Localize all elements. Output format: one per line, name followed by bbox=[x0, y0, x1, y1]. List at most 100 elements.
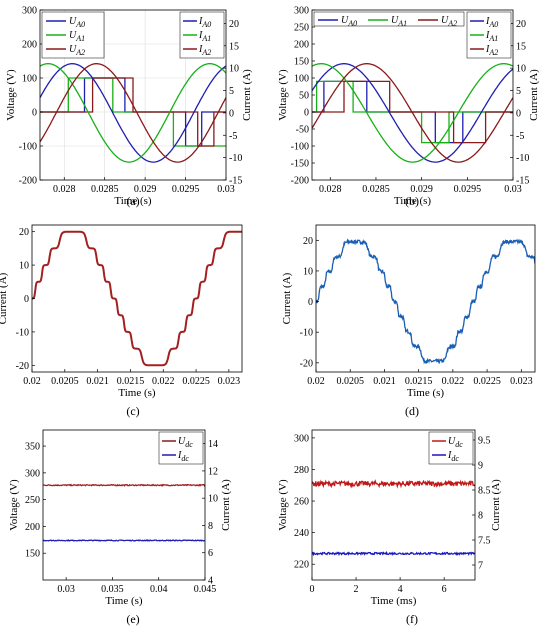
x-tick-label: 0.02 bbox=[307, 376, 325, 387]
y-tick-label: -200 bbox=[19, 176, 37, 187]
series-group bbox=[32, 230, 242, 367]
x-tick-label: 0.0225 bbox=[182, 376, 210, 387]
y-tick-label: 0 bbox=[308, 297, 313, 308]
series-line-I_A2-a bbox=[40, 63, 226, 163]
y-tick-label: -10 bbox=[300, 328, 313, 339]
x-tick-label: 0.022 bbox=[152, 376, 175, 387]
y2-tick-label: 10 bbox=[229, 64, 239, 75]
y-tick-label: 240 bbox=[294, 528, 309, 539]
plot-frame bbox=[31, 224, 243, 373]
series-group bbox=[316, 238, 535, 365]
series-group bbox=[312, 63, 513, 163]
plot-frame bbox=[42, 429, 206, 581]
x-axis-label: Time (s) bbox=[118, 387, 156, 399]
x-tick-label: 0.02 bbox=[23, 376, 41, 387]
series-line-I_A0-b bbox=[312, 63, 513, 163]
x-tick-label: 0.0285 bbox=[91, 184, 119, 195]
x-tick-label: 0.03 bbox=[57, 584, 75, 595]
y2-tick-label: 8.5 bbox=[478, 486, 491, 497]
y-tick-label: 250 bbox=[25, 495, 40, 506]
y2-tick-label: 20 bbox=[516, 19, 526, 30]
y-tick-label: -50 bbox=[296, 125, 309, 136]
y2-tick-label: 7 bbox=[478, 561, 483, 572]
legend-label: Idc bbox=[447, 450, 459, 463]
series-line-I_A2-b bbox=[312, 63, 513, 163]
chart-a: 0.028 0.0285 0.029 0.0295 0.03-200-100010020… bbox=[5, 6, 253, 209]
x-tick-label: 0.029 bbox=[134, 184, 157, 195]
legend-label: IA1 bbox=[198, 30, 211, 43]
series-line-I_A1-b bbox=[312, 63, 513, 163]
legend-label: Idc bbox=[177, 450, 189, 463]
legend-label: IA2 bbox=[198, 44, 211, 57]
y-tick-label: 200 bbox=[25, 522, 40, 533]
y2-tick-label: 8 bbox=[478, 511, 483, 522]
panel-caption: (b) bbox=[405, 194, 419, 208]
y-tick-label: 280 bbox=[294, 465, 309, 476]
y-tick-label: 0 bbox=[32, 108, 37, 119]
y-tick-label: 350 bbox=[25, 442, 40, 453]
y2-tick-label: 14 bbox=[208, 439, 218, 450]
legend-label: Udc bbox=[178, 436, 193, 449]
y-axis-label: Voltage (V) bbox=[277, 69, 289, 121]
y-tick-label: -150 bbox=[291, 159, 309, 170]
chart-d: 0.02 0.0205 0.021 0.0215 0.022 0.0225 0.023 -20… bbox=[281, 224, 536, 418]
y2-tick-label: -10 bbox=[516, 153, 529, 164]
legend-label: IA0 bbox=[198, 16, 211, 29]
legend-label: UA2 bbox=[441, 15, 457, 28]
legend-label: UA0 bbox=[69, 16, 85, 29]
y2-tick-label: 10 bbox=[208, 494, 218, 505]
series-line-I_A0-a bbox=[40, 63, 226, 163]
legend-label: IA1 bbox=[485, 30, 498, 43]
y2-axis-label: Current (A) bbox=[241, 69, 253, 121]
y-tick-label: 100 bbox=[22, 74, 37, 85]
y-tick-label: 0 bbox=[24, 294, 29, 305]
x-tick-label: 4 bbox=[398, 584, 403, 595]
y2-tick-label: 8 bbox=[208, 521, 213, 532]
x-axis-label: Time (s) bbox=[105, 595, 143, 607]
y-tick-label: 300 bbox=[294, 433, 309, 444]
y-tick-label: -200 bbox=[291, 176, 309, 187]
series-group bbox=[43, 483, 205, 542]
x-tick-label: 0.023 bbox=[218, 376, 241, 387]
chart-c: 0.02 0.0205 0.021 0.0215 0.022 0.0225 0.023 -20… bbox=[0, 224, 243, 418]
panel-caption: (f) bbox=[406, 612, 418, 626]
y-tick-label: 300 bbox=[294, 6, 309, 17]
x-axis-label: Time (s) bbox=[114, 195, 152, 207]
y2-tick-label: 6 bbox=[208, 548, 213, 559]
y-tick-label: 100 bbox=[294, 74, 309, 85]
y-tick-label: 200 bbox=[294, 40, 309, 51]
x-tick-label: 0 bbox=[310, 584, 315, 595]
y-axis-label: Voltage (V) bbox=[8, 479, 20, 531]
y2-tick-label: -5 bbox=[516, 131, 524, 142]
y2-tick-label: 7.5 bbox=[478, 536, 491, 547]
series-line-U_A2-a bbox=[40, 77, 226, 147]
y-tick-label: -100 bbox=[19, 142, 37, 153]
x-axis-label: Time (s) bbox=[407, 387, 445, 399]
y-tick-label: -10 bbox=[16, 327, 29, 338]
y-axis-label: Voltage (V) bbox=[5, 69, 17, 121]
x-tick-label: 0.045 bbox=[194, 584, 217, 595]
series-line-U_A2-b bbox=[312, 80, 513, 144]
y2-tick-label: 10 bbox=[516, 64, 526, 75]
x-tick-label: 6 bbox=[442, 584, 447, 595]
x-tick-label: 2 bbox=[354, 584, 359, 595]
legend-label: UA1 bbox=[69, 30, 85, 43]
y2-tick-label: 9.5 bbox=[478, 436, 491, 447]
y2-tick-label: 5 bbox=[516, 86, 521, 97]
y-tick-label: 200 bbox=[22, 40, 37, 51]
y2-tick-label: 20 bbox=[229, 19, 239, 30]
y2-axis-label: Current (A) bbox=[490, 479, 502, 531]
y-tick-label: -20 bbox=[16, 361, 29, 372]
series-line-U_A1-a bbox=[40, 77, 226, 147]
x-tick-label: 0.0205 bbox=[336, 376, 364, 387]
y2-tick-label: 5 bbox=[229, 86, 234, 97]
x-tick-label: 0.029 bbox=[410, 184, 433, 195]
x-tick-label: 0.022 bbox=[442, 376, 465, 387]
legend-label: IA0 bbox=[485, 16, 498, 29]
x-tick-label: 0.028 bbox=[53, 184, 76, 195]
x-tick-label: 0.028 bbox=[319, 184, 342, 195]
series-line-current-c bbox=[32, 230, 242, 367]
y2-tick-label: 15 bbox=[516, 41, 526, 52]
x-tick-label: 0.023 bbox=[510, 376, 533, 387]
series-line-I_A1-a bbox=[40, 63, 226, 163]
